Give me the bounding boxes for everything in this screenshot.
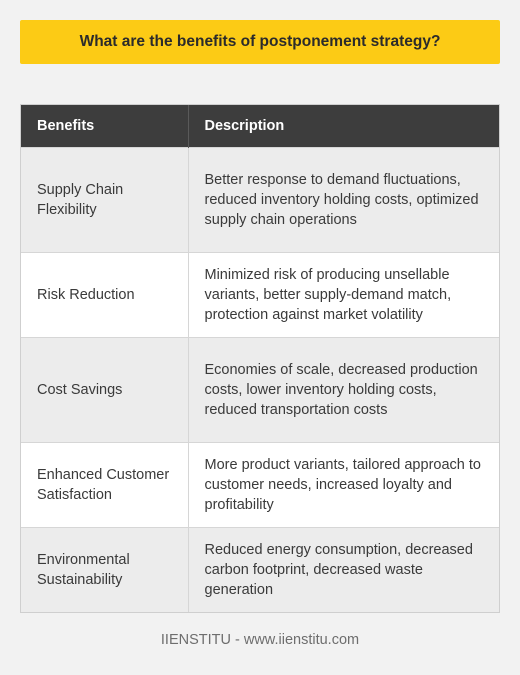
benefit-cell: Environmental Sustainability xyxy=(21,526,189,612)
page-title: What are the benefits of postponement st… xyxy=(20,20,500,64)
table-header-row: Benefits Description xyxy=(21,105,499,147)
table-row: Risk Reduction Minimized risk of produci… xyxy=(21,251,499,337)
description-cell: More product variants, tailored approach… xyxy=(188,441,499,527)
benefits-table: Benefits Description Supply Chain Flexib… xyxy=(20,104,500,613)
table-row: Supply Chain Flexibility Better response… xyxy=(21,146,499,252)
table-row: Environmental Sustainability Reduced ene… xyxy=(21,526,499,612)
benefit-cell: Enhanced Customer Satisfaction xyxy=(21,441,189,527)
benefit-cell: Risk Reduction xyxy=(21,251,189,337)
benefit-cell: Supply Chain Flexibility xyxy=(21,146,189,252)
benefit-cell: Cost Savings xyxy=(21,336,189,442)
description-cell: Minimized risk of producing unsellable v… xyxy=(188,251,499,337)
column-header-description: Description xyxy=(188,105,499,147)
description-cell: Better response to demand fluctuations, … xyxy=(188,146,499,252)
footer-credit: IIENSTITU - www.iienstitu.com xyxy=(160,632,360,648)
description-cell: Reduced energy consumption, decreased ca… xyxy=(188,526,499,612)
column-header-benefits: Benefits xyxy=(21,105,189,147)
description-cell: Economies of scale, decreased production… xyxy=(188,336,499,442)
table-row: Enhanced Customer Satisfaction More prod… xyxy=(21,441,499,527)
table-row: Cost Savings Economies of scale, decreas… xyxy=(21,336,499,442)
benefits-table-grid: Benefits Description Supply Chain Flexib… xyxy=(21,105,499,612)
